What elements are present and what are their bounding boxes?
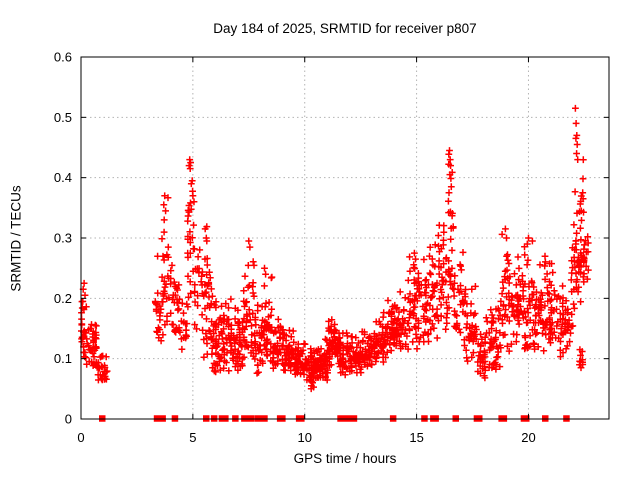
- svg-text:20: 20: [521, 430, 535, 445]
- svg-text:0.3: 0.3: [54, 231, 72, 246]
- svg-text:0.6: 0.6: [54, 50, 72, 65]
- svg-text:0.4: 0.4: [54, 170, 72, 185]
- flagged-epoch-squares: [99, 415, 570, 422]
- tick-labels: 0 5 10 15 20 0 0.1 0.2 0.3 0.4 0.5 0.6: [54, 50, 536, 446]
- svg-text:0: 0: [65, 412, 72, 427]
- y-axis-label: SRMTID / TECUs: [8, 185, 24, 292]
- svg-text:5: 5: [189, 430, 196, 445]
- scatter-points: [78, 104, 592, 393]
- chart-title: Day 184 of 2025, SRMTID for receiver p80…: [213, 21, 477, 36]
- svg-text:10: 10: [297, 430, 311, 445]
- x-axis-label: GPS time / hours: [293, 451, 397, 466]
- svg-text:0.5: 0.5: [54, 110, 72, 125]
- svg-text:0: 0: [77, 430, 84, 445]
- axes-border: [80, 56, 610, 420]
- svg-text:15: 15: [409, 430, 423, 445]
- svg-text:0.1: 0.1: [54, 351, 72, 366]
- svg-text:0.2: 0.2: [54, 291, 72, 306]
